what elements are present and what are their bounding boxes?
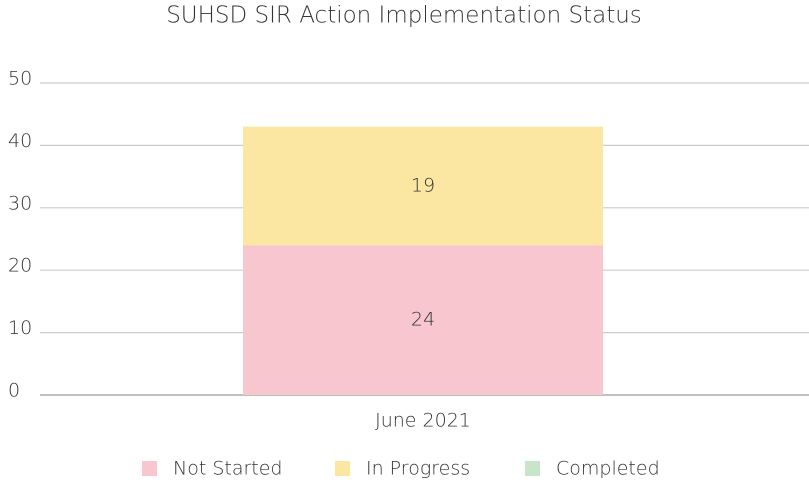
data-label: 24 [411,309,435,331]
bar-segment [243,126,603,246]
legend-label: In Progress [366,458,470,480]
y-tick-label: 50 [8,68,32,90]
chart-title: SUHSD SIR Action Implementation Status [166,3,642,29]
legend-swatch [142,461,157,476]
legend-swatch [525,461,540,476]
y-tick-label: 0 [8,380,20,402]
bar-segment [243,245,603,395]
y-tick-label: 30 [8,192,32,214]
x-tick-label: June 2021 [375,410,471,432]
legend-label: Not Started [173,458,283,480]
y-tick-label: 40 [8,130,32,152]
legend-swatch [335,461,350,476]
y-tick-label: 20 [8,255,32,277]
y-tick-label: 10 [8,317,32,339]
legend-label: Completed [556,458,660,480]
data-label: 19 [411,174,435,196]
